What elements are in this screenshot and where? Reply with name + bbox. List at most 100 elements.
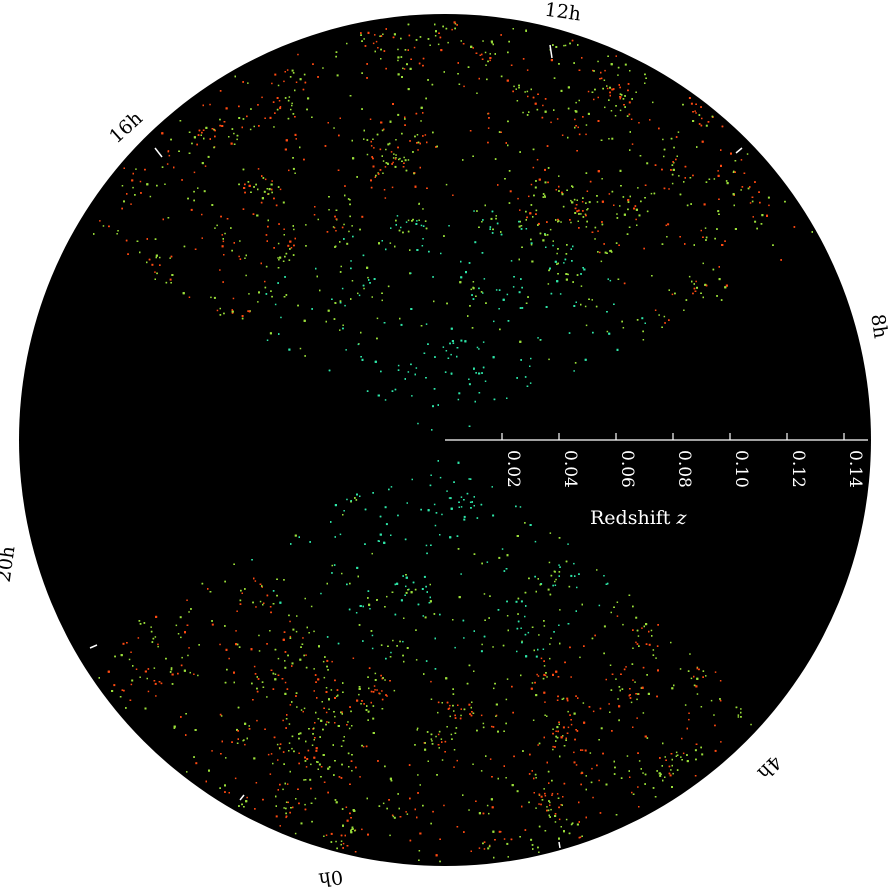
galaxy-point bbox=[534, 102, 537, 105]
galaxy-point bbox=[632, 679, 634, 681]
galaxy-point bbox=[575, 204, 578, 206]
galaxy-point bbox=[619, 205, 621, 207]
galaxy-point bbox=[535, 209, 538, 212]
galaxy-point bbox=[550, 574, 553, 577]
galaxy-point bbox=[286, 688, 289, 690]
galaxy-point bbox=[401, 160, 403, 162]
galaxy-point bbox=[452, 693, 455, 695]
galaxy-point bbox=[451, 738, 453, 740]
galaxy-point bbox=[567, 623, 570, 625]
galaxy-point bbox=[420, 106, 423, 109]
galaxy-point bbox=[445, 677, 448, 680]
galaxy-point bbox=[488, 617, 490, 619]
galaxy-point bbox=[524, 615, 526, 618]
galaxy-point bbox=[285, 727, 287, 729]
galaxy-point bbox=[518, 291, 521, 294]
galaxy-point bbox=[351, 770, 353, 772]
galaxy-point bbox=[292, 72, 295, 74]
galaxy-point bbox=[387, 285, 390, 288]
galaxy-point bbox=[304, 803, 306, 806]
galaxy-point bbox=[325, 834, 328, 836]
galaxy-point bbox=[416, 729, 418, 731]
galaxy-point bbox=[452, 342, 455, 344]
galaxy-point bbox=[382, 160, 385, 162]
galaxy-point bbox=[518, 258, 520, 261]
galaxy-point bbox=[421, 245, 424, 247]
galaxy-point bbox=[556, 263, 558, 265]
galaxy-point bbox=[391, 591, 394, 593]
galaxy-point bbox=[632, 726, 634, 728]
galaxy-point bbox=[273, 247, 275, 249]
galaxy-point bbox=[377, 540, 380, 542]
galaxy-point bbox=[283, 234, 285, 236]
galaxy-point bbox=[415, 223, 418, 225]
galaxy-point bbox=[558, 63, 560, 65]
galaxy-point bbox=[296, 706, 298, 708]
galaxy-point bbox=[361, 215, 364, 218]
galaxy-point bbox=[694, 110, 696, 112]
galaxy-point bbox=[277, 186, 280, 188]
galaxy-point bbox=[356, 176, 358, 178]
galaxy-point bbox=[520, 278, 522, 280]
galaxy-point bbox=[313, 630, 315, 633]
galaxy-point bbox=[289, 76, 292, 78]
galaxy-point bbox=[358, 294, 361, 297]
galaxy-point bbox=[225, 757, 227, 759]
galaxy-point bbox=[600, 71, 602, 74]
galaxy-point bbox=[702, 296, 704, 299]
galaxy-point bbox=[262, 603, 264, 606]
galaxy-point bbox=[179, 616, 182, 619]
galaxy-point bbox=[102, 225, 105, 227]
galaxy-point bbox=[554, 815, 557, 817]
galaxy-point bbox=[361, 108, 363, 110]
galaxy-point bbox=[304, 355, 306, 357]
galaxy-point bbox=[322, 660, 325, 663]
galaxy-point bbox=[519, 307, 522, 309]
galaxy-point bbox=[500, 131, 502, 133]
galaxy-point bbox=[580, 749, 582, 751]
galaxy-point bbox=[226, 668, 228, 671]
galaxy-point bbox=[274, 303, 277, 306]
galaxy-point bbox=[690, 102, 693, 105]
galaxy-point bbox=[585, 133, 587, 136]
galaxy-point bbox=[434, 668, 437, 670]
galaxy-point bbox=[587, 90, 590, 93]
galaxy-point bbox=[208, 769, 210, 772]
galaxy-point bbox=[516, 377, 518, 379]
galaxy-point bbox=[517, 597, 520, 600]
galaxy-point bbox=[571, 185, 573, 187]
galaxy-point bbox=[341, 572, 343, 575]
galaxy-point bbox=[606, 87, 609, 90]
galaxy-point bbox=[204, 165, 207, 167]
galaxy-point bbox=[389, 777, 392, 780]
galaxy-point bbox=[314, 737, 316, 739]
galaxy-point bbox=[544, 233, 546, 236]
galaxy-point bbox=[225, 648, 228, 651]
galaxy-point bbox=[351, 754, 353, 756]
galaxy-point bbox=[294, 832, 297, 835]
galaxy-point bbox=[547, 588, 550, 591]
galaxy-point bbox=[454, 27, 456, 30]
galaxy-point bbox=[624, 63, 627, 66]
galaxy-point bbox=[663, 148, 666, 151]
galaxy-point bbox=[381, 299, 383, 302]
galaxy-point bbox=[233, 143, 236, 145]
galaxy-point bbox=[619, 96, 621, 98]
galaxy-point bbox=[393, 153, 395, 155]
galaxy-point bbox=[313, 214, 316, 216]
galaxy-point bbox=[549, 643, 551, 645]
galaxy-point bbox=[597, 96, 599, 99]
galaxy-point bbox=[519, 220, 521, 223]
galaxy-point bbox=[338, 134, 340, 137]
galaxy-point bbox=[211, 750, 213, 752]
galaxy-point bbox=[642, 339, 645, 341]
galaxy-point bbox=[432, 276, 434, 278]
galaxy-point bbox=[673, 162, 675, 164]
galaxy-point bbox=[623, 213, 626, 216]
galaxy-point bbox=[284, 666, 287, 669]
galaxy-point bbox=[521, 640, 523, 643]
galaxy-point bbox=[380, 674, 382, 677]
galaxy-point bbox=[714, 724, 716, 727]
galaxy-point bbox=[672, 772, 674, 775]
galaxy-point bbox=[348, 230, 350, 233]
